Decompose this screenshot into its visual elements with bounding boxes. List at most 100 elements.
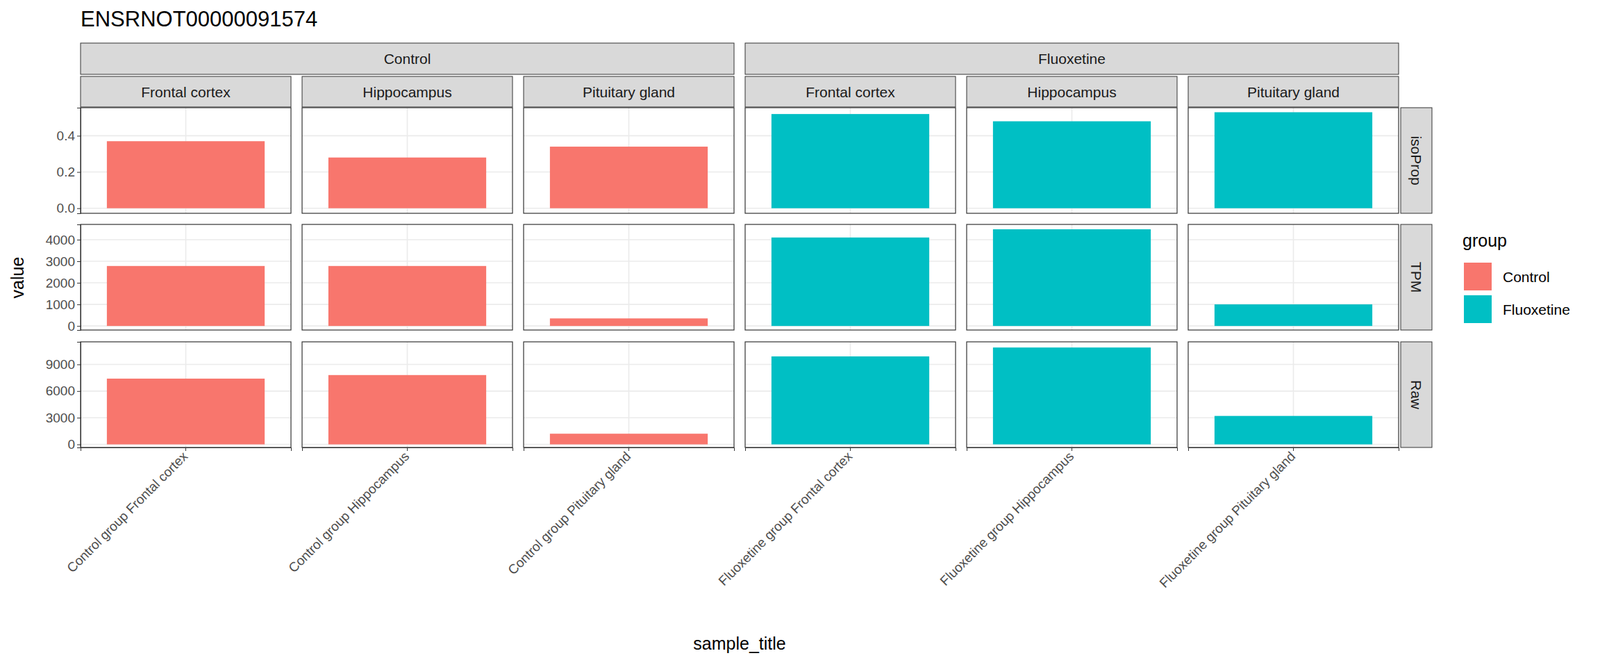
bar: [993, 229, 1151, 326]
x-axis: Fluoxetine group Pituitary gland: [1156, 447, 1400, 591]
panel: [302, 341, 513, 448]
x-tick: Control group Hippocampus: [285, 447, 412, 575]
bars: [328, 157, 487, 209]
y-tick-mark: [77, 135, 81, 137]
panel-background: [523, 224, 735, 330]
y-tick-label: 6000: [45, 383, 75, 398]
x-tick-mark: [1071, 447, 1073, 451]
column-strip-label: Hippocampus: [1027, 84, 1116, 100]
bar: [328, 375, 487, 445]
y-tick: 6000: [45, 383, 81, 398]
x-axis-title: sample_title: [693, 633, 786, 653]
bar: [993, 347, 1151, 444]
legend-label: Control: [1502, 268, 1550, 285]
panel: [745, 341, 956, 448]
x-tick: Fluoxetine group Hippocampus: [937, 447, 1078, 589]
row-strip-label: Raw: [1408, 379, 1425, 410]
bars: [550, 318, 708, 326]
x-axis-line: [81, 447, 292, 452]
legend-title: group: [1462, 230, 1507, 250]
column-strip-label: Pituitary gland: [582, 84, 675, 100]
bars: [328, 375, 487, 445]
y-tick-mark: [77, 282, 81, 284]
panel-border: [745, 341, 956, 448]
y-axis-title: value: [7, 256, 28, 299]
legend-key: [1463, 262, 1492, 291]
bars: [771, 113, 930, 209]
panel: [523, 224, 735, 330]
x-tick-label: Fluoxetine group Pituitary gland: [1156, 448, 1299, 591]
y-tick-mark: [77, 304, 81, 305]
row-strip: [1400, 341, 1432, 448]
y-tick-label: 0.0: [56, 200, 75, 216]
panel-border: [1188, 341, 1399, 448]
panel-background: [1188, 341, 1399, 448]
y-tick-label: 3000: [45, 254, 75, 269]
panel: [1188, 341, 1399, 448]
bars: [1214, 112, 1373, 209]
y-tick: 1000: [45, 297, 81, 312]
panel-background: [1188, 224, 1399, 330]
panel-background: [80, 107, 291, 214]
panel: [745, 224, 956, 330]
x-axis: Fluoxetine group Frontal cortex: [715, 447, 957, 589]
panel: [966, 341, 1178, 448]
y-tick-label: 1000: [45, 297, 75, 312]
bar: [328, 265, 487, 326]
panel-border: [302, 107, 513, 214]
legend-label: Fluoxetine: [1502, 301, 1571, 318]
y-axis-line: [77, 342, 82, 448]
column-strip: [745, 76, 956, 107]
y-axis: 0300060009000: [45, 342, 82, 453]
panel-background: [302, 224, 513, 330]
y-tick-mark: [77, 363, 81, 365]
group-strip: [80, 43, 735, 75]
chart: ENSRNOT00000091574 Control Frontal cortex H…: [0, 0, 1600, 667]
row-strip: [1400, 224, 1432, 330]
y-tick: 2000: [45, 275, 81, 291]
panel-border: [966, 107, 1178, 214]
bars: [771, 237, 930, 326]
panel-border: [80, 107, 291, 214]
x-tick-mark: [628, 447, 630, 451]
panel-border: [966, 341, 1178, 448]
x-tick: Control group Frontal cortex: [63, 447, 191, 575]
bar: [993, 121, 1151, 209]
panel: [302, 107, 513, 214]
column-strip-label: Frontal cortex: [805, 84, 896, 100]
y-tick: 3000: [45, 254, 81, 269]
x-tick: Fluoxetine group Frontal cortex: [715, 447, 856, 589]
x-tick-mark: [1293, 447, 1294, 451]
panel-background: [745, 107, 956, 214]
panel: [80, 224, 291, 330]
y-tick-mark: [77, 444, 81, 446]
panel-background: [80, 341, 291, 448]
x-axis-line: [302, 447, 514, 452]
bars: [550, 433, 708, 444]
bars: [106, 140, 265, 208]
y-tick-label: 0.4: [56, 128, 76, 144]
x-axis-line: [967, 447, 1178, 452]
x-axis: Fluoxetine group Hippocampus: [937, 447, 1178, 589]
bar: [550, 318, 708, 326]
bar: [1214, 415, 1373, 445]
x-tick-mark: [406, 447, 408, 451]
y-axis-line: [77, 225, 82, 331]
bars: [993, 121, 1151, 209]
y-tick: 0.2: [56, 164, 81, 180]
bars: [1214, 415, 1373, 445]
row-strip-label: TPM: [1408, 261, 1425, 293]
y-tick: 9000: [45, 356, 81, 372]
panel-border: [523, 224, 735, 330]
panel-background: [966, 107, 1178, 214]
y-axis-line: [77, 108, 82, 214]
panel-background: [745, 224, 956, 330]
bars: [328, 265, 487, 326]
title: ENSRNOT00000091574: [80, 6, 318, 32]
column-strip: [523, 76, 735, 107]
bar: [550, 146, 708, 209]
y-tick: 0.4: [56, 128, 81, 144]
column-strip-label: Hippocampus: [362, 84, 452, 100]
x-tick: Control group Pituitary gland: [504, 447, 634, 578]
x-axis-line: [1188, 447, 1400, 452]
